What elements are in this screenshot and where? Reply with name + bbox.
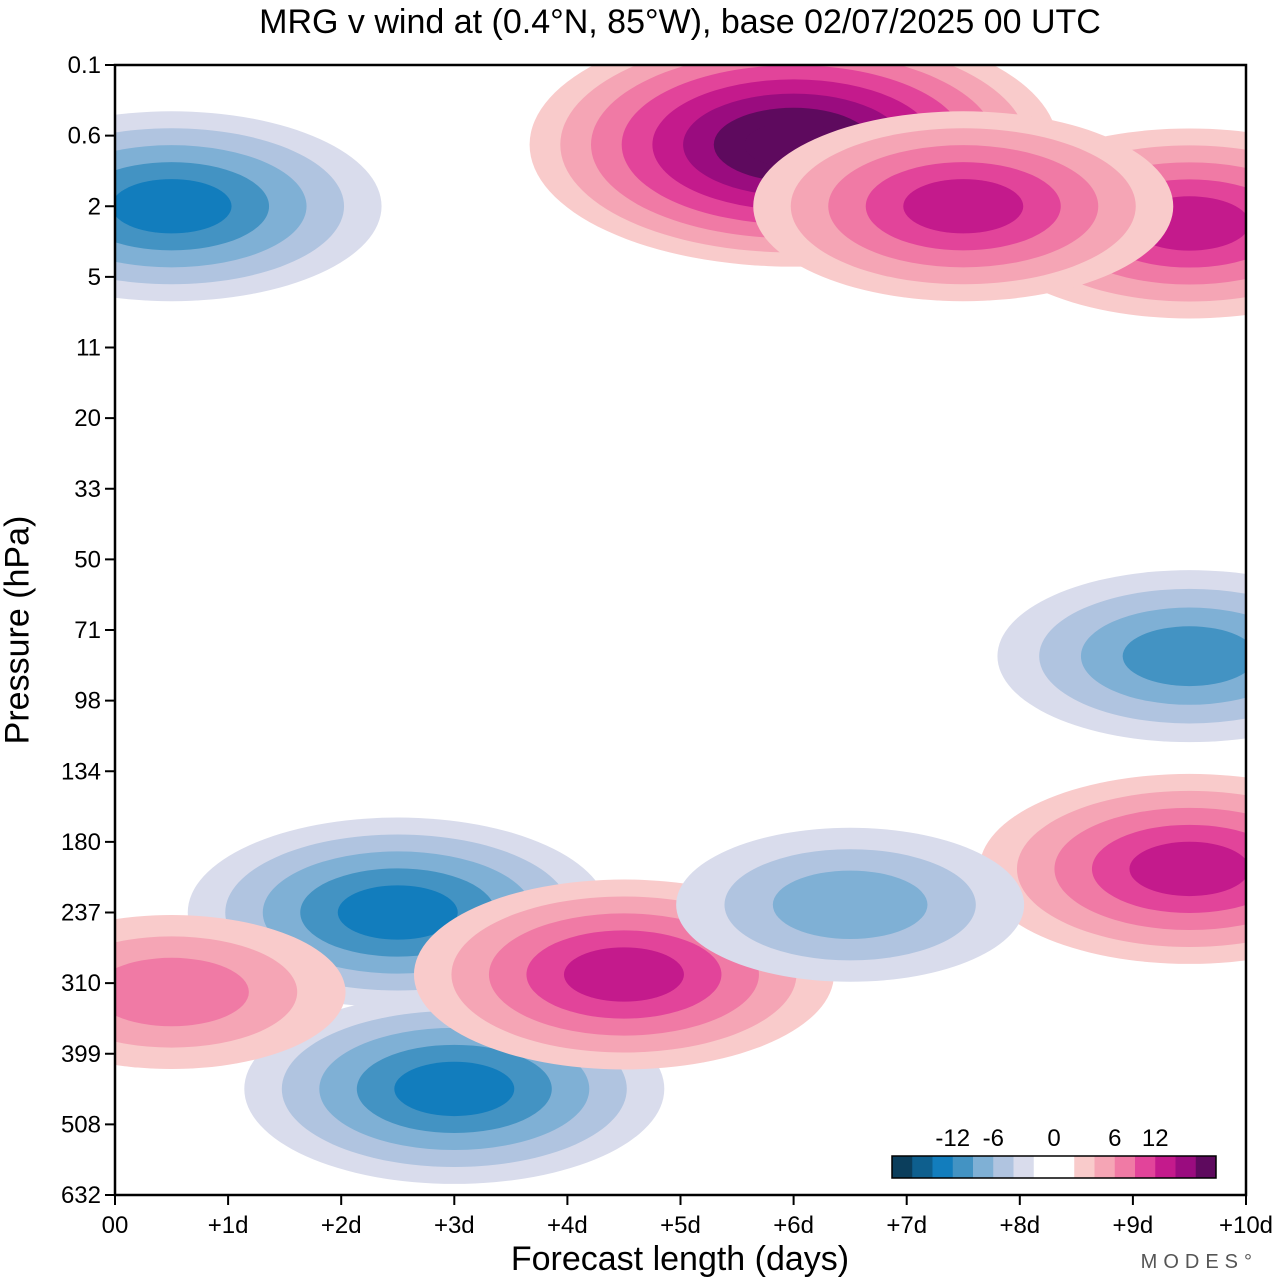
y-tick-label: 0.1	[68, 52, 101, 79]
colorbar-swatch	[1074, 1156, 1095, 1178]
x-tick-label: +7d	[886, 1212, 927, 1239]
colorbar-swatch	[952, 1156, 974, 1178]
colorbar-swatch	[1033, 1156, 1055, 1178]
colorbar-swatch	[1094, 1156, 1116, 1178]
y-tick-label: 134	[61, 758, 101, 785]
y-tick-label: 2	[88, 193, 101, 220]
colorbar-frame	[891, 1155, 1217, 1179]
contour-fields	[115, 65, 1246, 1184]
colorbar-label: 6	[1108, 1125, 1121, 1152]
x-axis: 00 +1d +2d +3d +4d +5d +6d +7d +8d +9d +10d	[102, 1195, 1273, 1239]
contour-level	[337, 885, 458, 940]
colorbar-swatch	[1175, 1156, 1197, 1178]
colorbar-swatch	[932, 1156, 954, 1178]
y-tick-label: 399	[61, 1041, 101, 1068]
colorbar-swatch	[1195, 1156, 1217, 1178]
y-tick-label: 33	[74, 476, 101, 503]
contour-level	[1122, 626, 1246, 687]
colorbar-swatch	[1054, 1156, 1075, 1178]
colorbar-label: -6	[983, 1125, 1004, 1152]
contour-level	[903, 179, 1024, 234]
y-tick-label: 508	[61, 1111, 101, 1138]
colorbar-label: 12	[1142, 1125, 1169, 1152]
contour-level	[772, 870, 928, 940]
y-tick-label: 71	[74, 617, 101, 644]
contour-level	[115, 957, 249, 1027]
x-tick-label: +6d	[773, 1212, 814, 1239]
x-tick-label: +4d	[547, 1212, 588, 1239]
y-tick-label: 237	[61, 900, 101, 927]
brand-logo: MODES°	[1140, 1251, 1258, 1273]
y-tick-label: 180	[61, 829, 101, 856]
colorbar-swatch	[912, 1156, 933, 1178]
y-tick-label: 632	[61, 1182, 101, 1209]
colorbar: -12 -6 0 6 12	[891, 1125, 1217, 1179]
x-tick-label: 00	[102, 1212, 129, 1239]
contour-level	[115, 179, 232, 234]
colorbar-swatch	[973, 1156, 994, 1178]
x-tick-label: +9d	[1113, 1212, 1154, 1239]
x-tick-label: +3d	[434, 1212, 475, 1239]
x-tick-label: +10d	[1219, 1212, 1273, 1239]
colorbar-label: 0	[1047, 1125, 1060, 1152]
y-tick-label: 310	[61, 970, 101, 997]
y-tick-label: 50	[74, 546, 101, 573]
y-tick-label: 11	[76, 335, 101, 362]
colorbar-swatch	[892, 1156, 913, 1178]
y-tick-label: 98	[74, 688, 101, 715]
contour-level	[1129, 841, 1246, 897]
colorbar-swatch	[993, 1156, 1014, 1178]
contour-level	[563, 947, 684, 1002]
colorbar-swatch	[1114, 1156, 1136, 1178]
x-axis-label: Forecast length (days)	[510, 1240, 850, 1278]
x-tick-label: +5d	[660, 1212, 701, 1239]
y-tick-label: 5	[88, 264, 101, 291]
y-tick-label: 20	[74, 405, 101, 432]
x-tick-label: +2d	[321, 1212, 362, 1239]
contour-level	[394, 1061, 515, 1117]
colorbar-swatch	[1135, 1156, 1156, 1178]
colorbar-label: -12	[935, 1125, 970, 1152]
x-tick-label: +8d	[999, 1212, 1040, 1239]
y-tick-label: 0.6	[68, 123, 101, 150]
x-tick-label: +1d	[208, 1212, 249, 1239]
colorbar-swatch	[1013, 1156, 1035, 1178]
chart-title: MRG v wind at (0.4°N, 85°W), base 02/07/…	[259, 3, 1101, 41]
y-axis: 0.1 0.6 2 5 11 20 33 50 71 98 134 180 237 310 399 508 63…	[61, 52, 115, 1209]
colorbar-swatch	[1155, 1156, 1176, 1178]
